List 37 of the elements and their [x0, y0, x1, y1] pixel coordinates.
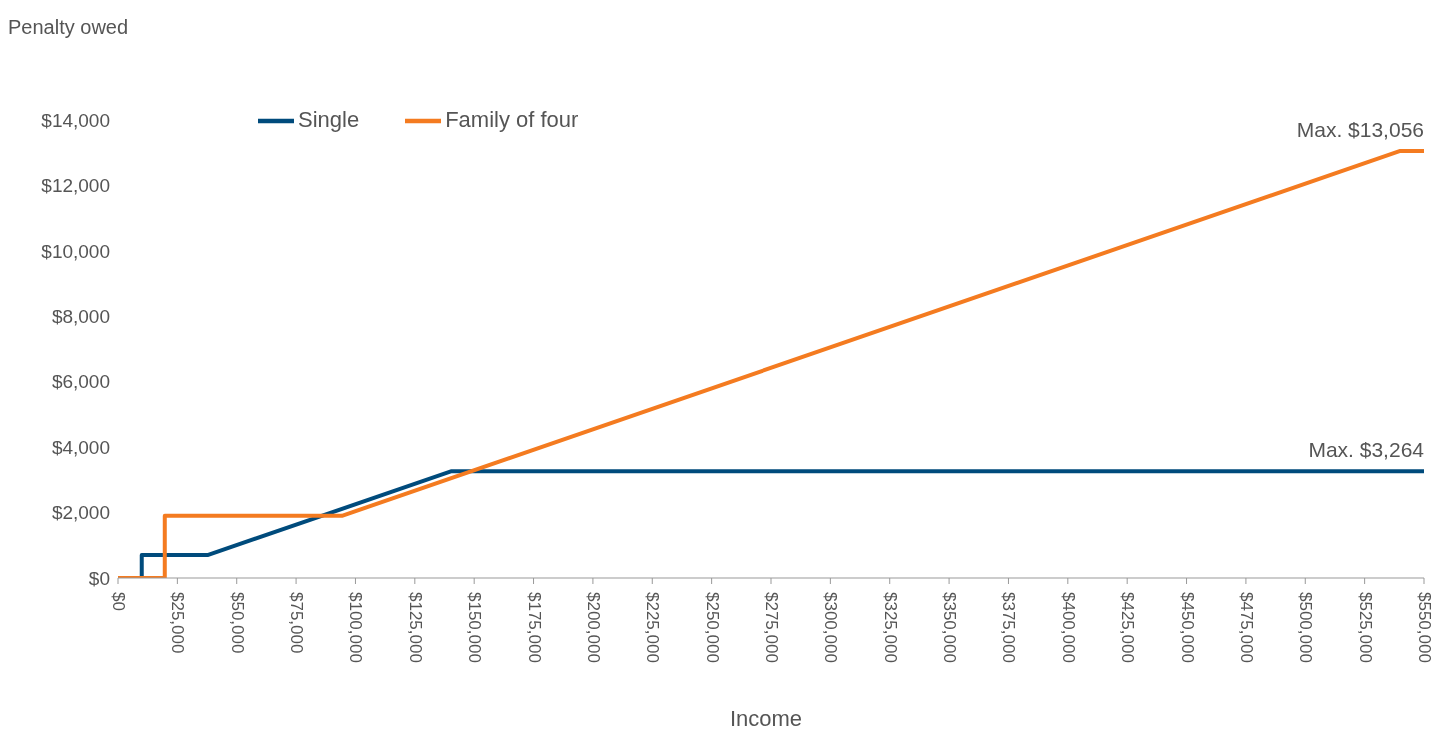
x-tick-label: $300,000 — [821, 592, 841, 663]
y-tick-label: $8,000 — [51, 306, 110, 328]
legend-label: Family of four — [445, 106, 579, 132]
x-tick-label: $150,000 — [465, 592, 485, 663]
x-tick-label: $400,000 — [1058, 592, 1078, 663]
x-tick-label: $275,000 — [762, 592, 781, 663]
x-tick-label: $75,000 — [287, 592, 307, 654]
x-tick-label: $50,000 — [227, 592, 247, 654]
y-tick-label: $10,000 — [41, 240, 110, 262]
x-axis-title: Income — [728, 706, 804, 732]
y-tick-label: $6,000 — [51, 371, 110, 393]
annotation: Max. $3,264 — [1308, 438, 1425, 462]
x-tick-label: $225,000 — [643, 592, 663, 663]
x-tick-label: $450,000 — [1177, 592, 1197, 663]
x-tick-label: $200,000 — [583, 592, 603, 663]
x-tick-label: $350,000 — [940, 592, 960, 663]
x-tick-label: $525,000 — [1355, 592, 1375, 663]
x-tick-label: $0 — [109, 592, 128, 611]
legend-label: Single — [298, 106, 360, 132]
y-tick-label: $2,000 — [51, 502, 110, 524]
x-tick-label: $175,000 — [524, 592, 544, 663]
annotation: Max. $13,056 — [1296, 117, 1424, 141]
x-tick-label: $550,000 — [1415, 592, 1434, 663]
x-tick-label: $375,000 — [999, 592, 1019, 663]
x-tick-label: $475,000 — [1236, 592, 1256, 663]
y-tick-label: $14,000 — [41, 109, 110, 131]
y-tick-label: $12,000 — [41, 175, 110, 197]
x-tick-label: $250,000 — [702, 592, 722, 663]
x-tick-label: $100,000 — [346, 592, 366, 663]
y-tick-label: $4,000 — [51, 436, 110, 458]
x-tick-label: $125,000 — [405, 592, 425, 663]
x-tick-label: $425,000 — [1118, 592, 1138, 663]
x-tick-label: $25,000 — [168, 592, 188, 654]
y-tick-label: $0 — [88, 567, 110, 589]
y-axis-title: Penalty owed — [8, 16, 129, 39]
x-tick-label: $500,000 — [1296, 592, 1316, 663]
x-tick-label: $325,000 — [880, 592, 900, 663]
